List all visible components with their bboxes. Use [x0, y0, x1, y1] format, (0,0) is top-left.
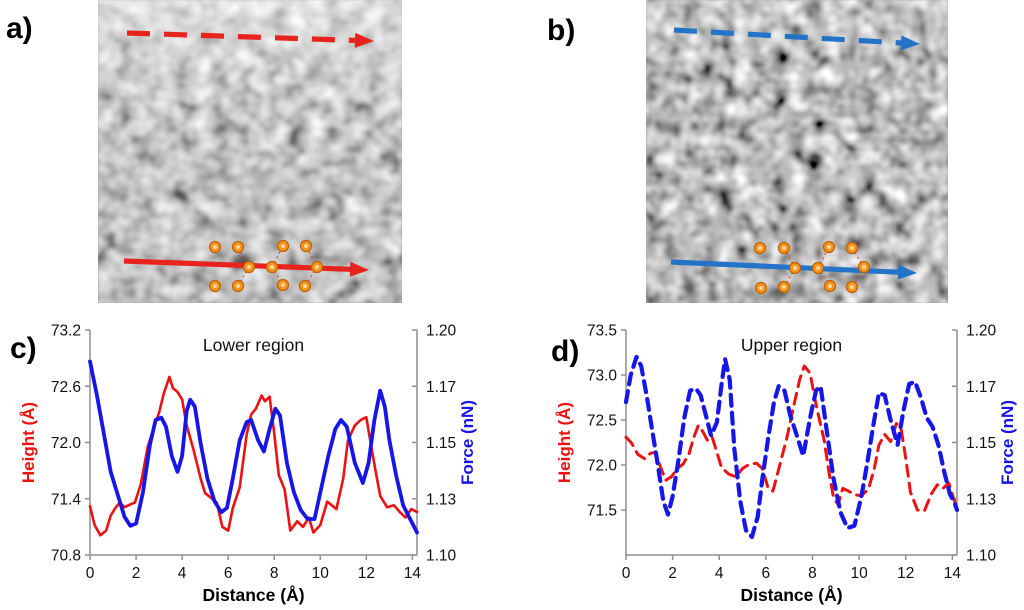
right-axis-title: Force (nN) [458, 400, 477, 485]
axes: 73.5 73.0 72.5 72.0 71.5 1.20 1.17 1.15 1.13 1.10… [587, 323, 997, 583]
right-tick-label: 1.17 [966, 379, 996, 396]
x-tick-label: 0 [622, 565, 631, 582]
left-tick-label: 70.8 [51, 548, 81, 565]
series-line-force [88, 359, 419, 535]
afm-texture-a [98, 0, 402, 303]
chart-title: Upper region [741, 335, 842, 355]
chart-upper-region: 73.5 73.0 72.5 72.0 71.5 1.20 1.17 1.15 1.13 1.10… [555, 323, 1017, 606]
panel-label-d: d) [551, 335, 580, 368]
x-tick-label: 0 [86, 565, 95, 582]
left-tick-label: 71.5 [587, 503, 617, 520]
series-line-height [624, 364, 959, 513]
afm-image-lower-region [98, 0, 402, 303]
chart-lower-region: 73.2 72.6 72.0 71.4 70.8 1.20 1.17 1.15 1.13 1.10… [19, 323, 477, 606]
right-tick-label: 1.17 [426, 379, 456, 396]
left-axis-title: Height (Å) [555, 402, 574, 483]
x-tick-label: 8 [270, 565, 279, 582]
right-axis-title: Force (nN) [998, 400, 1017, 485]
right-tick-label: 1.10 [966, 548, 997, 565]
x-tick-label: 12 [897, 565, 914, 582]
right-tick-label: 1.15 [426, 435, 456, 452]
x-tick-label: 12 [358, 565, 375, 582]
x-tick-label: 10 [312, 565, 330, 582]
series-line-height [88, 375, 419, 537]
right-tick-label: 1.20 [966, 323, 997, 340]
left-axis-title: Height (Å) [19, 402, 38, 483]
afm-highlight-gradient [98, 0, 402, 303]
panel-label-a: a) [6, 12, 33, 45]
left-tick-label: 72.5 [587, 413, 617, 430]
left-tick-label: 73.5 [587, 323, 617, 340]
x-tick-label: 2 [132, 565, 141, 582]
afm-highlight-gradient [646, 0, 948, 303]
left-tick-label: 72.0 [51, 435, 82, 452]
left-tick-label: 72.0 [587, 458, 618, 475]
x-tick-label: 8 [808, 565, 817, 582]
right-tick-label: 1.10 [426, 548, 457, 565]
axes: 73.2 72.6 72.0 71.4 70.8 1.20 1.17 1.15 1.13 1.10… [51, 323, 457, 583]
left-tick-label: 73.2 [51, 323, 81, 340]
x-tick-label: 4 [715, 565, 724, 582]
panel-label-c: c) [10, 332, 37, 365]
left-tick-label: 71.4 [51, 491, 82, 508]
x-tick-label: 6 [762, 565, 771, 582]
x-axis-title: Distance (Å) [202, 585, 304, 605]
afm-image-upper-region [646, 0, 948, 303]
left-tick-label: 73.0 [587, 368, 618, 385]
x-tick-label: 6 [224, 565, 233, 582]
x-tick-label: 4 [178, 565, 187, 582]
chart-title: Lower region [203, 335, 304, 355]
x-tick-label: 14 [944, 565, 962, 582]
x-tick-label: 14 [404, 565, 422, 582]
left-tick-label: 72.6 [51, 379, 81, 396]
x-tick-label: 10 [850, 565, 868, 582]
right-tick-label: 1.20 [426, 323, 457, 340]
x-axis-title: Distance (Å) [740, 585, 842, 605]
right-tick-label: 1.15 [966, 435, 996, 452]
x-tick-label: 2 [668, 565, 677, 582]
right-tick-label: 1.13 [966, 491, 996, 508]
panel-label-b: b) [547, 14, 576, 47]
series-line-force [623, 354, 960, 540]
right-tick-label: 1.13 [426, 491, 456, 508]
afm-texture-b [646, 0, 948, 303]
